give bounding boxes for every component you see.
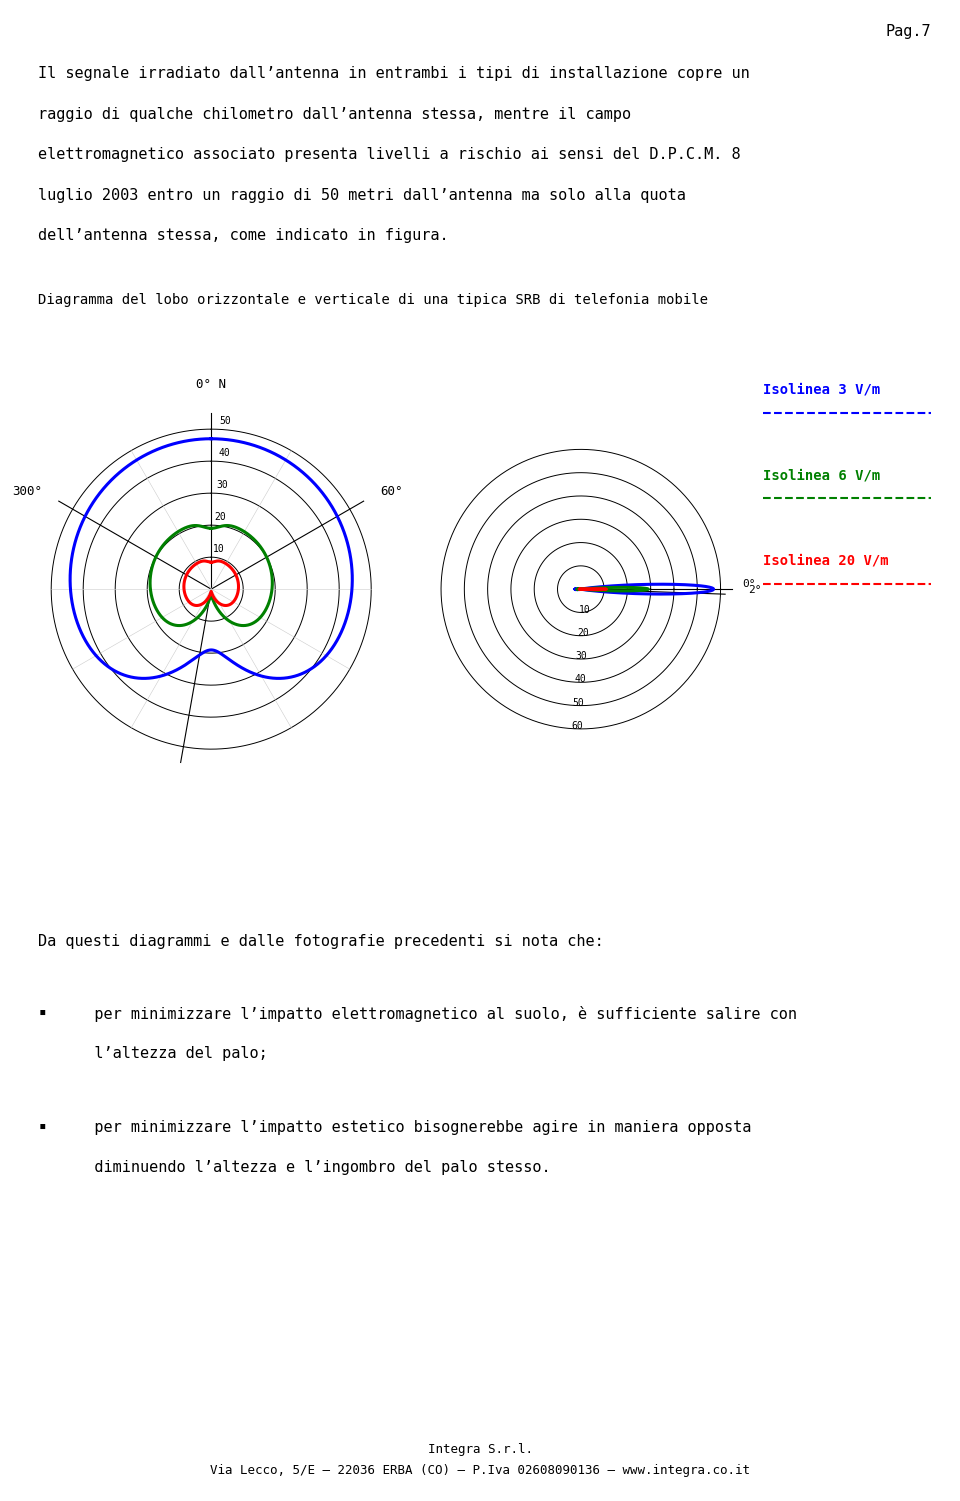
Text: 10: 10 xyxy=(213,543,225,554)
Text: l’altezza del palo;: l’altezza del palo; xyxy=(67,1046,268,1061)
Text: 20: 20 xyxy=(577,627,589,638)
Text: 20: 20 xyxy=(215,512,227,522)
Text: 0° N: 0° N xyxy=(196,378,227,390)
Text: Il segnale irradiato dall’antenna in entrambi i tipi di installazione copre un: Il segnale irradiato dall’antenna in ent… xyxy=(38,66,750,81)
Text: raggio di qualche chilometro dall’antenna stessa, mentre il campo: raggio di qualche chilometro dall’antenn… xyxy=(38,107,632,122)
Text: Pag.7: Pag.7 xyxy=(885,24,931,39)
Text: Integra S.r.l.: Integra S.r.l. xyxy=(427,1442,533,1456)
Text: 50: 50 xyxy=(572,698,585,707)
Text: 0°: 0° xyxy=(742,579,756,588)
Text: 300°: 300° xyxy=(12,485,42,498)
Text: 10: 10 xyxy=(579,605,590,615)
Text: ▪: ▪ xyxy=(38,1120,46,1133)
Text: 50: 50 xyxy=(220,416,231,426)
Text: diminuendo l’altezza e l’ingombro del palo stesso.: diminuendo l’altezza e l’ingombro del pa… xyxy=(67,1160,551,1175)
Text: Isolinea 3 V/m: Isolinea 3 V/m xyxy=(763,383,880,396)
Text: 60°: 60° xyxy=(380,485,403,498)
Text: 2°: 2° xyxy=(749,585,762,594)
Text: 30: 30 xyxy=(576,651,588,660)
Text: luglio 2003 entro un raggio di 50 metri dall’antenna ma solo alla quota: luglio 2003 entro un raggio di 50 metri … xyxy=(38,188,686,203)
Text: Da questi diagrammi e dalle fotografie precedenti si nota che:: Da questi diagrammi e dalle fotografie p… xyxy=(38,934,604,949)
Text: ▪: ▪ xyxy=(38,1006,46,1019)
Text: 40: 40 xyxy=(574,674,586,684)
Text: Isolinea 20 V/m: Isolinea 20 V/m xyxy=(763,554,889,567)
Text: Isolinea 6 V/m: Isolinea 6 V/m xyxy=(763,468,880,482)
Text: 30: 30 xyxy=(216,480,228,491)
Text: Diagramma del lobo orizzontale e verticale di una tipica SRB di telefonia mobile: Diagramma del lobo orizzontale e vertica… xyxy=(38,293,708,306)
Text: per minimizzare l’impatto elettromagnetico al suolo, è sufficiente salire con: per minimizzare l’impatto elettromagneti… xyxy=(67,1006,797,1022)
Text: dell’antenna stessa, come indicato in figura.: dell’antenna stessa, come indicato in fi… xyxy=(38,228,449,243)
Text: 60: 60 xyxy=(571,720,583,731)
Text: elettromagnetico associato presenta livelli a rischio ai sensi del D.P.C.M. 8: elettromagnetico associato presenta live… xyxy=(38,147,741,162)
Text: 40: 40 xyxy=(218,449,229,458)
Text: per minimizzare l’impatto estetico bisognerebbe agire in maniera opposta: per minimizzare l’impatto estetico bisog… xyxy=(67,1120,752,1135)
Text: Via Lecco, 5/E – 22036 ERBA (CO) – P.Iva 02608090136 – www.integra.co.it: Via Lecco, 5/E – 22036 ERBA (CO) – P.Iva… xyxy=(210,1463,750,1477)
